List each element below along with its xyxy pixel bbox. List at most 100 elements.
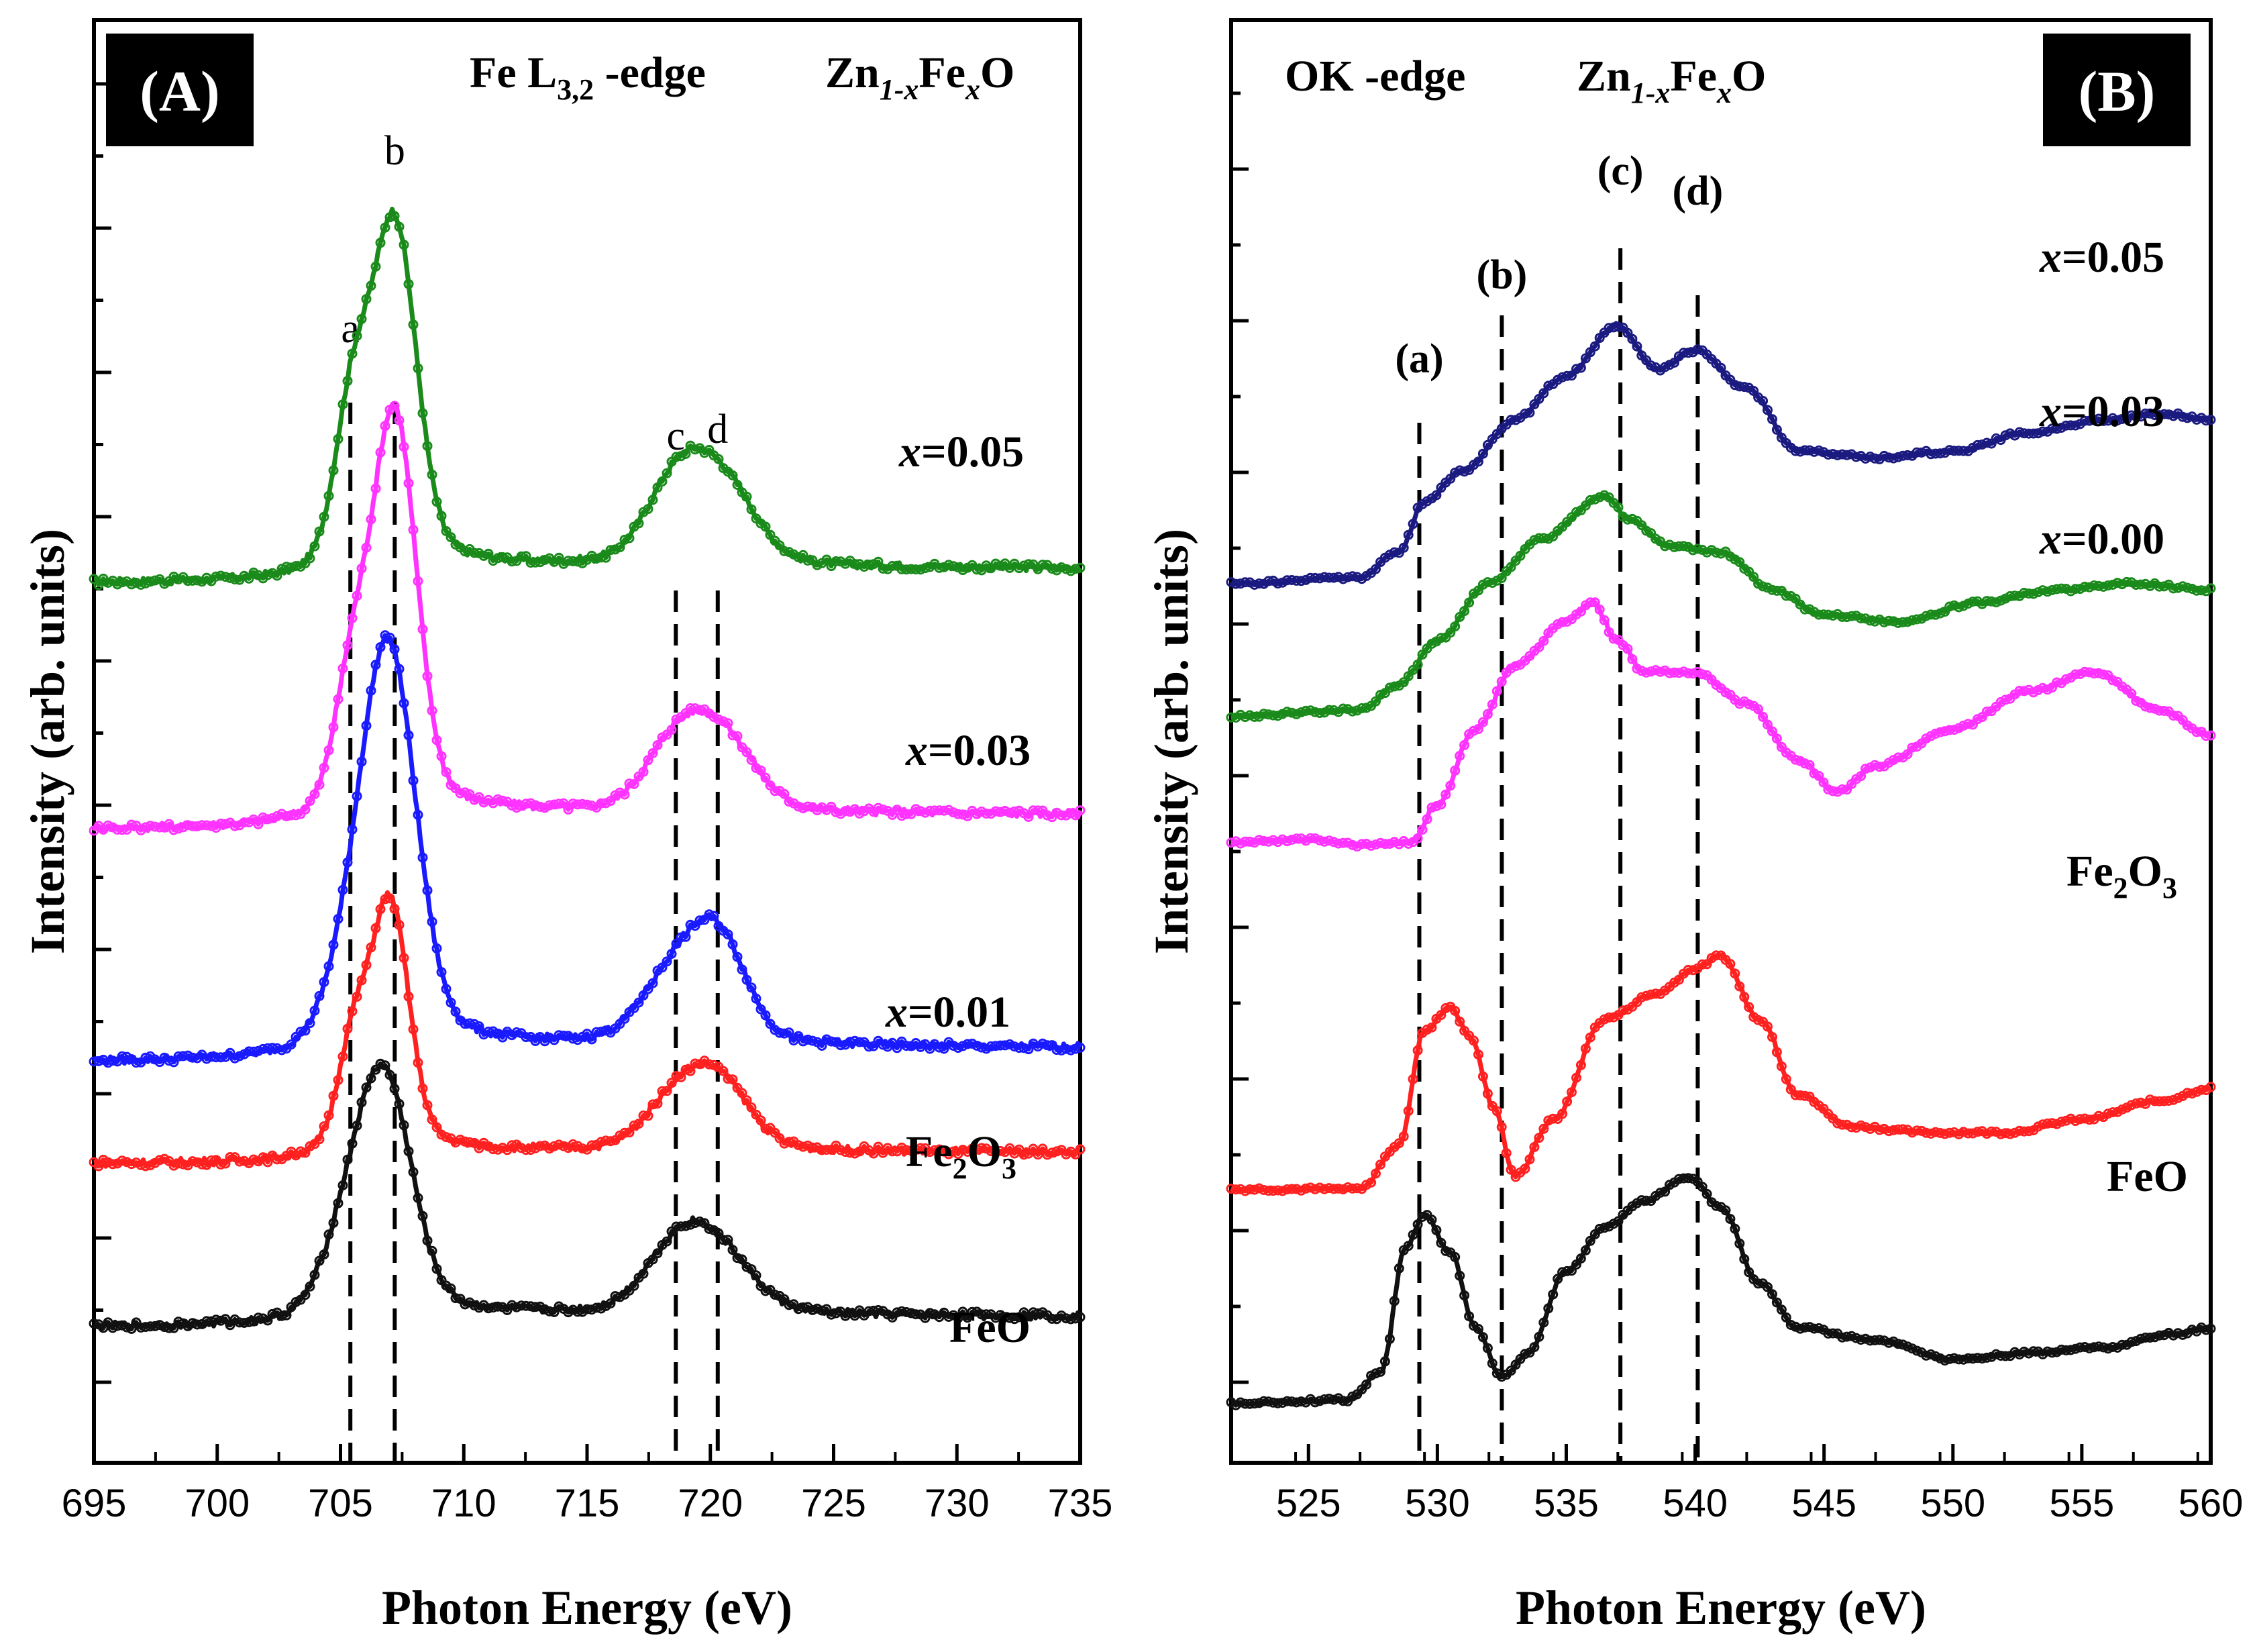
x-tick-label: 540 xyxy=(1663,1482,1728,1525)
data-point xyxy=(229,821,240,831)
data-point xyxy=(366,1073,376,1084)
data-point xyxy=(2150,1332,2160,1343)
data-point xyxy=(1254,835,1265,845)
data-point xyxy=(568,556,578,566)
data-point xyxy=(1543,1115,1554,1126)
data-point xyxy=(863,559,874,570)
data-point xyxy=(685,703,696,713)
data-point xyxy=(154,1320,165,1331)
data-point xyxy=(164,1055,174,1066)
data-point xyxy=(774,1027,785,1038)
data-point xyxy=(1763,405,1773,415)
data-point xyxy=(1310,1184,1320,1194)
data-point xyxy=(450,1006,461,1017)
data-point xyxy=(1352,1183,1363,1194)
data-point xyxy=(1883,615,1894,626)
data-point xyxy=(342,857,353,868)
data-point xyxy=(427,469,437,480)
data-point xyxy=(1739,382,1750,393)
data-point xyxy=(605,1298,616,1308)
data-point xyxy=(206,821,217,831)
data-point xyxy=(2019,1126,2030,1137)
data-point xyxy=(1655,666,1666,677)
data-point xyxy=(704,1059,715,1070)
data-point xyxy=(1795,1323,1805,1334)
data-point xyxy=(976,1042,987,1053)
data-point xyxy=(1240,1186,1251,1196)
data-point xyxy=(610,544,621,555)
data-point xyxy=(549,1141,560,1151)
data-point xyxy=(215,819,226,829)
data-point xyxy=(1037,1038,1048,1049)
data-point xyxy=(1286,707,1297,718)
data-point xyxy=(1967,597,1978,607)
data-point xyxy=(1921,1350,1932,1361)
data-point xyxy=(1004,807,1015,818)
data-point xyxy=(168,825,179,835)
data-point xyxy=(990,1147,1001,1158)
data-point xyxy=(1972,1127,1983,1137)
data-point xyxy=(347,1138,358,1149)
data-point xyxy=(117,1155,127,1166)
data-point xyxy=(535,801,545,812)
data-point xyxy=(1343,1182,1353,1192)
data-point xyxy=(460,1019,470,1029)
data-point xyxy=(1575,362,1586,373)
data-point xyxy=(2070,1343,2081,1354)
data-point xyxy=(2154,705,2164,716)
data-point xyxy=(1398,677,1409,688)
data-point xyxy=(234,1051,245,1062)
data-point xyxy=(389,401,400,411)
data-point xyxy=(1949,725,1960,735)
data-point xyxy=(910,1309,921,1320)
data-point xyxy=(1940,1129,1950,1139)
data-point xyxy=(1245,710,1255,721)
data-point xyxy=(2177,1329,2188,1340)
data-point xyxy=(1281,707,1292,717)
panel-b-plot-frame xyxy=(1229,18,2213,1465)
data-point xyxy=(248,1046,259,1057)
data-point xyxy=(727,939,738,949)
data-point xyxy=(1230,578,1241,589)
data-point xyxy=(892,1307,902,1318)
panel-a-label-x001: x=0.01 xyxy=(885,988,1010,1037)
data-point xyxy=(1254,1183,1265,1194)
data-point xyxy=(417,852,428,863)
data-point xyxy=(356,756,367,767)
data-point xyxy=(1347,706,1358,717)
data-point xyxy=(1856,771,1867,782)
data-point xyxy=(906,564,916,574)
data-point xyxy=(2168,1094,2179,1105)
data-point xyxy=(492,1144,503,1155)
data-point xyxy=(812,1303,823,1314)
data-point xyxy=(1259,709,1269,719)
data-point xyxy=(1361,839,1372,849)
data-point xyxy=(1305,1182,1316,1193)
data-point xyxy=(1846,611,1857,621)
data-point xyxy=(1324,572,1334,583)
data-point xyxy=(497,1143,508,1153)
data-point xyxy=(1338,574,1349,584)
data-point xyxy=(2191,585,2202,596)
data-point xyxy=(676,1221,686,1232)
data-point xyxy=(1650,665,1661,676)
data-point xyxy=(1506,415,1516,425)
data-point xyxy=(460,1136,470,1147)
data-point xyxy=(276,1045,287,1055)
panel-b-ylabel: Intensity (arb. units) xyxy=(1145,529,1198,954)
data-point xyxy=(1926,1349,1936,1359)
data-point xyxy=(915,806,926,817)
data-point xyxy=(206,1051,217,1062)
data-point xyxy=(929,805,940,816)
data-point xyxy=(2131,1098,2142,1108)
data-point xyxy=(525,1301,536,1312)
data-point xyxy=(2136,1097,2146,1108)
data-point xyxy=(572,799,583,810)
data-point xyxy=(168,1323,179,1333)
data-point xyxy=(1328,1184,1339,1194)
data-point xyxy=(431,943,442,953)
data-point xyxy=(737,1088,747,1098)
data-point xyxy=(403,478,414,488)
data-point xyxy=(1981,707,1992,717)
data-point xyxy=(694,705,705,715)
